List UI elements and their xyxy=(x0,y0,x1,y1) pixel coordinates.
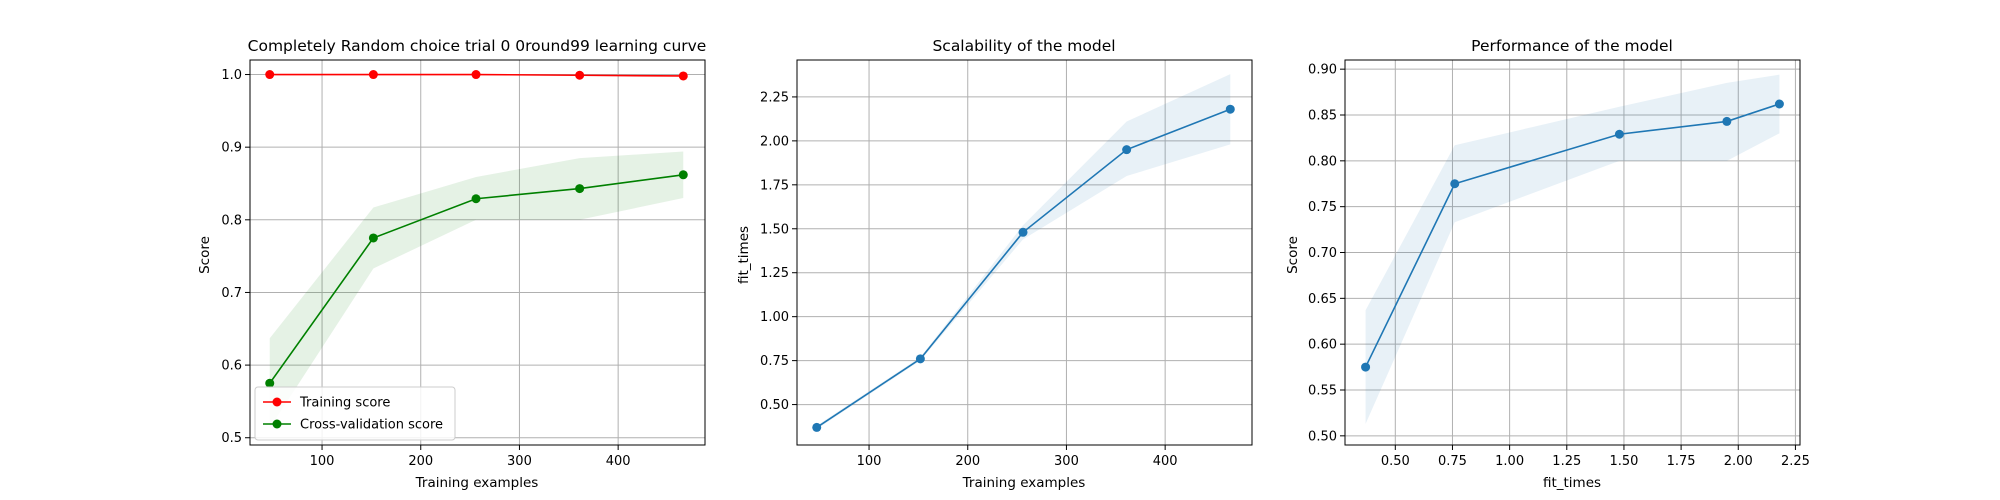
y-tick-label: 0.85 xyxy=(1308,109,1337,124)
y-tick-label: 1.75 xyxy=(760,178,789,193)
data-point xyxy=(915,354,925,364)
legend-label: Cross-validation score xyxy=(300,418,443,433)
data-point xyxy=(678,71,688,81)
x-tick-label: 2.25 xyxy=(1781,454,1810,469)
y-tick-label: 2.00 xyxy=(760,134,789,149)
x-tick-label: 1.75 xyxy=(1667,454,1696,469)
y-tick-label: 0.55 xyxy=(1308,384,1337,399)
data-point xyxy=(1722,116,1732,126)
x-tick-label: 400 xyxy=(1153,454,1178,469)
data-point xyxy=(575,184,585,194)
y-tick-label: 0.60 xyxy=(1308,338,1337,353)
data-point xyxy=(471,194,481,204)
chart-scalability: Scalability of the model Training exampl… xyxy=(736,37,1253,491)
x-tick-label: 0.50 xyxy=(1381,454,1410,469)
y-axis-label: fit_times xyxy=(736,226,752,284)
x-tick-label: 1.00 xyxy=(1495,454,1524,469)
y-tick-label: 1.00 xyxy=(760,310,789,325)
x-tick-label: 2.00 xyxy=(1724,454,1753,469)
legend-box xyxy=(254,386,456,441)
x-axis-label: Training examples xyxy=(962,475,1086,491)
legend-marker xyxy=(272,419,282,429)
chart-title: Scalability of the model xyxy=(932,37,1115,55)
chart-title: Completely Random choice trial 0 0round9… xyxy=(248,37,707,55)
y-tick-label: 0.50 xyxy=(1308,429,1337,444)
y-tick-label: 0.7 xyxy=(221,286,242,301)
y-tick-label: 0.8 xyxy=(221,213,242,228)
data-point xyxy=(812,422,822,432)
y-tick-label: 0.70 xyxy=(1308,246,1337,261)
y-tick-label: 2.25 xyxy=(760,90,789,105)
data-point xyxy=(1018,227,1028,237)
y-axis-label: Score xyxy=(1285,236,1301,274)
data-point xyxy=(1774,99,1784,109)
y-tick-label: 0.9 xyxy=(221,141,242,156)
data-point xyxy=(368,70,378,80)
x-tick-label: 1.50 xyxy=(1609,454,1638,469)
chart-learning-curve: Completely Random choice trial 0 0round9… xyxy=(197,37,706,491)
y-tick-label: 0.65 xyxy=(1308,292,1337,307)
y-tick-label: 1.25 xyxy=(760,266,789,281)
x-tick-label: 200 xyxy=(955,454,980,469)
y-tick-label: 1.50 xyxy=(760,222,789,237)
x-axis-label: Training examples xyxy=(415,475,539,491)
x-tick-label: 100 xyxy=(310,454,335,469)
legend: Training score Cross-validation score xyxy=(254,386,456,441)
x-tick-label: 0.75 xyxy=(1438,454,1467,469)
data-point xyxy=(265,70,275,80)
legend-label: Training score xyxy=(299,396,390,411)
data-point xyxy=(1225,104,1235,114)
data-point xyxy=(678,170,688,180)
y-tick-label: 0.75 xyxy=(760,354,789,369)
plot-area-frame xyxy=(249,59,706,446)
x-tick-label: 200 xyxy=(408,454,433,469)
data-point xyxy=(575,70,585,80)
y-tick-label: 0.75 xyxy=(1308,200,1337,215)
data-point xyxy=(1614,129,1624,139)
y-tick-label: 0.6 xyxy=(221,359,242,374)
data-point xyxy=(1361,362,1371,372)
x-tick-label: 100 xyxy=(857,454,882,469)
x-axis-label: fit_times xyxy=(1543,475,1601,491)
y-tick-label: 0.90 xyxy=(1308,63,1337,78)
x-tick-label: 300 xyxy=(507,454,532,469)
data-point xyxy=(1450,179,1460,189)
y-tick-label: 1.0 xyxy=(221,68,242,83)
confidence-band xyxy=(816,74,1231,430)
y-tick-label: 0.80 xyxy=(1308,154,1337,169)
x-tick-label: 400 xyxy=(606,454,631,469)
y-tick-label: 0.50 xyxy=(760,398,789,413)
data-point xyxy=(368,233,378,243)
data-point xyxy=(471,70,481,80)
data-point xyxy=(1122,145,1132,155)
chart-performance: Performance of the model fit_times Score… xyxy=(1285,37,1810,491)
y-axis-label: Score xyxy=(197,236,213,274)
y-tick-label: 0.5 xyxy=(221,431,242,446)
data-point xyxy=(265,378,275,388)
plot-area-frame xyxy=(796,59,1253,446)
x-tick-label: 300 xyxy=(1054,454,1079,469)
legend-marker xyxy=(272,397,282,407)
chart-title: Performance of the model xyxy=(1471,37,1673,55)
confidence-band xyxy=(269,151,684,429)
confidence-band xyxy=(1365,74,1780,424)
x-tick-label: 1.25 xyxy=(1552,454,1581,469)
